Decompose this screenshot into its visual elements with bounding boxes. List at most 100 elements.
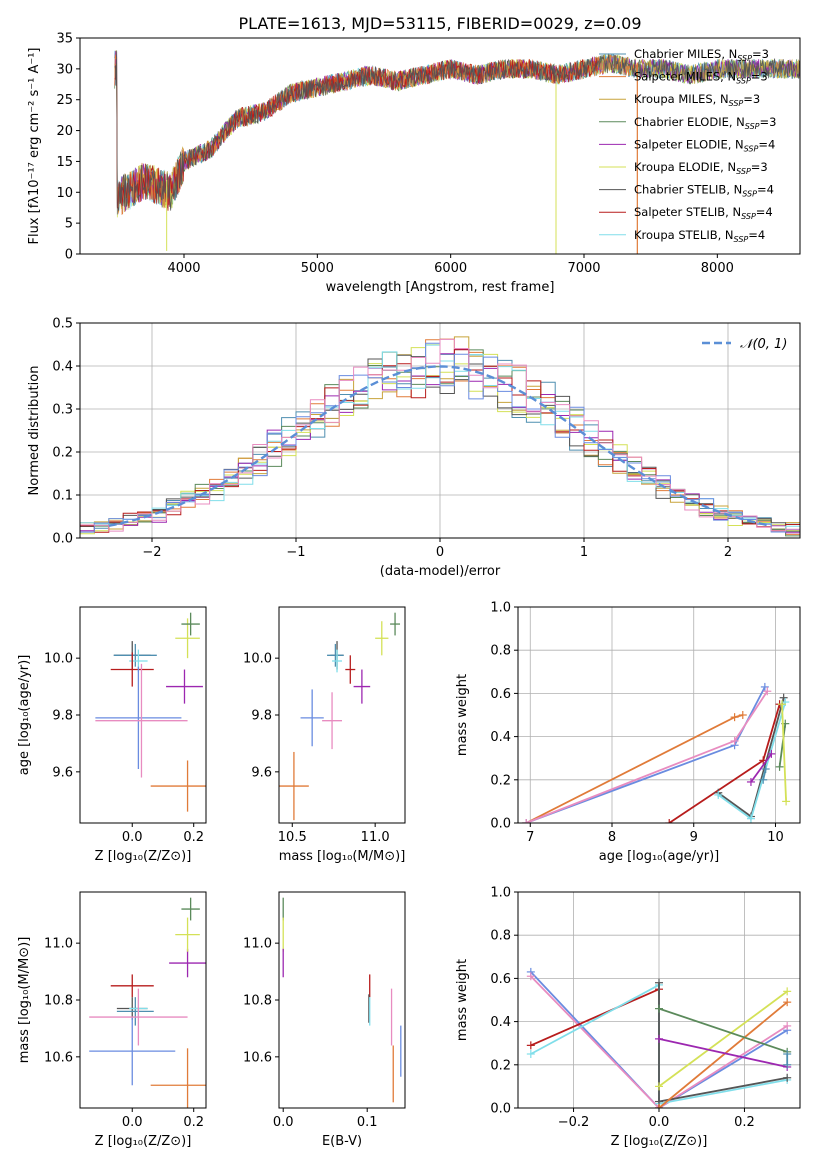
x-tick-label: −2 — [142, 545, 161, 560]
y-tick-label: 10.6 — [44, 1050, 73, 1065]
ticks: 0.0 0.2 10.6 10.8 11.0 — [44, 937, 204, 1130]
weight-marker — [522, 819, 531, 823]
weight-marker — [746, 777, 755, 786]
legend-entry: Salpeter MILES, NSSP=3 — [634, 70, 768, 86]
weight-lines — [526, 967, 792, 1108]
y-axis-label: age [log₁₀(age/yr)] — [17, 655, 32, 776]
y-tick-label: 1.0 — [490, 886, 511, 901]
errorbar-point — [116, 997, 154, 1026]
errorbar-point — [175, 917, 200, 952]
errorbars — [282, 897, 402, 1103]
y-axis-label: mass [log₁₀(M/M⊙)] — [17, 937, 32, 1064]
x-tick-label: 1 — [580, 545, 588, 560]
weight-line — [658, 990, 788, 1088]
chart-title: PLATE=1613, MJD=53115, FIBERID=0029, z=0… — [238, 14, 641, 33]
panel-weight-vs-age: 7 8 9 10 0.0 0.2 0.4 0.6 0.8 1.0 age [log₁₀(age/yr… — [455, 601, 801, 864]
y-tick-label: 10.8 — [243, 994, 272, 1009]
weight-line — [530, 975, 788, 1108]
y-tick-label: 1.0 — [490, 601, 511, 616]
x-tick-label: −0.2 — [558, 1115, 590, 1130]
legend-entry: Chabrier MILES, NSSP=3 — [634, 47, 769, 63]
errorbar-point — [95, 666, 182, 769]
y-axis-label: mass weight — [455, 674, 470, 756]
weight-marker — [775, 762, 784, 771]
y-tick-label: 0.0 — [52, 532, 73, 547]
weight-marker — [526, 972, 535, 981]
errorbar-point — [300, 689, 324, 747]
x-tick-label: 10.5 — [278, 830, 307, 845]
weight-marker — [665, 819, 674, 823]
errorbars — [89, 897, 206, 1108]
x-tick-label: 0 — [436, 545, 444, 560]
y-tick-label: 0.6 — [490, 687, 511, 702]
weight-marker — [526, 1050, 535, 1058]
panel-weight-vs-z: −0.2 0.0 0.2 0.0 0.2 0.4 0.6 0.8 1.0 Z [log₁₀(Z/Z… — [455, 886, 801, 1149]
x-tick-label: 0.2 — [183, 830, 204, 845]
ticks: 10.5 11.0 9.6 9.8 10.0 — [243, 652, 390, 845]
axes-frame — [79, 891, 207, 1109]
errorbar-point — [110, 652, 154, 687]
x-tick-label: 10 — [767, 830, 784, 845]
x-axis-label: age [log₁₀(age/yr)] — [599, 849, 720, 864]
ticks: 4000 5000 6000 7000 8000 0 5 10 15 20 25 30 35 — [56, 32, 733, 277]
weight-line — [530, 971, 788, 1108]
normal-curve — [108, 365, 769, 527]
axes-frame — [278, 891, 406, 1109]
weight-line — [525, 714, 744, 823]
weight-marker — [655, 1034, 663, 1043]
y-tick-label: 0.0 — [490, 817, 511, 832]
x-tick-label: 0.0 — [273, 1115, 294, 1130]
x-tick-label: 0.1 — [357, 1115, 378, 1130]
errorbar-point — [181, 897, 200, 921]
plot-area — [95, 612, 206, 812]
y-tick-label: 0.3 — [52, 403, 73, 418]
y-tick-label: 0.6 — [490, 972, 511, 987]
weight-marker — [655, 978, 663, 987]
weight-marker — [738, 711, 747, 719]
errorbar-point — [89, 1017, 176, 1086]
x-axis-label: Z [log₁₀(Z/Z⊙)] — [95, 849, 192, 864]
panel-residuals: −2 −1 0 1 2 0.0 0.1 0.2 0.3 0.4 0.5 (data-model)/er… — [27, 317, 801, 579]
legend-entry: Chabrier ELODIE, NSSP=3 — [634, 115, 776, 131]
x-tick-label: 5000 — [301, 261, 334, 276]
weight-marker — [746, 814, 755, 823]
y-tick-label: 0 — [65, 248, 73, 263]
plot-area — [279, 612, 401, 821]
y-tick-label: 10.6 — [243, 1050, 272, 1065]
weight-line — [658, 1001, 788, 1108]
errorbar-point — [322, 692, 342, 750]
legend-entry: Kroupa MILES, NSSP=3 — [634, 92, 760, 108]
weight-lines — [522, 682, 791, 823]
ticks: 0.0 0.1 10.6 10.8 11.0 — [243, 937, 377, 1130]
x-axis-label: Z [log₁₀(Z/Z⊙)] — [95, 1134, 192, 1149]
legend-entry: Salpeter STELIB, NSSP=4 — [634, 205, 773, 221]
errorbar-point — [327, 643, 344, 667]
y-tick-label: 35 — [56, 32, 73, 47]
y-tick-label: 0.1 — [52, 489, 73, 504]
weight-marker — [655, 1004, 663, 1013]
weight-marker — [730, 713, 739, 722]
legend-entry: Chabrier STELIB, NSSP=4 — [634, 183, 774, 199]
weight-marker — [778, 700, 787, 709]
y-tick-label: 5 — [65, 217, 73, 232]
y-tick-label: 10.0 — [44, 652, 73, 667]
x-tick-label: 7000 — [567, 261, 600, 276]
y-tick-label: 20 — [56, 124, 73, 139]
weight-marker — [767, 749, 776, 758]
x-tick-label: 7 — [526, 830, 534, 845]
x-tick-label: 0.0 — [122, 1115, 143, 1130]
x-tick-label: −1 — [286, 545, 305, 560]
axes-frame — [517, 891, 801, 1109]
x-tick-label: 0.0 — [122, 830, 143, 845]
errorbar-point — [375, 621, 389, 656]
y-tick-label: 10.0 — [243, 652, 272, 667]
spectrum-line — [114, 50, 800, 211]
y-tick-label: 10 — [56, 186, 73, 201]
y-tick-label: 25 — [56, 93, 73, 108]
errorbar-point — [169, 948, 206, 978]
ticks: 7 8 9 10 0.0 0.2 0.4 0.6 0.8 1.0 — [490, 601, 783, 846]
errorbar-point — [279, 751, 309, 821]
y-tick-label: 11.0 — [243, 937, 272, 952]
errorbar-point — [89, 988, 188, 1046]
